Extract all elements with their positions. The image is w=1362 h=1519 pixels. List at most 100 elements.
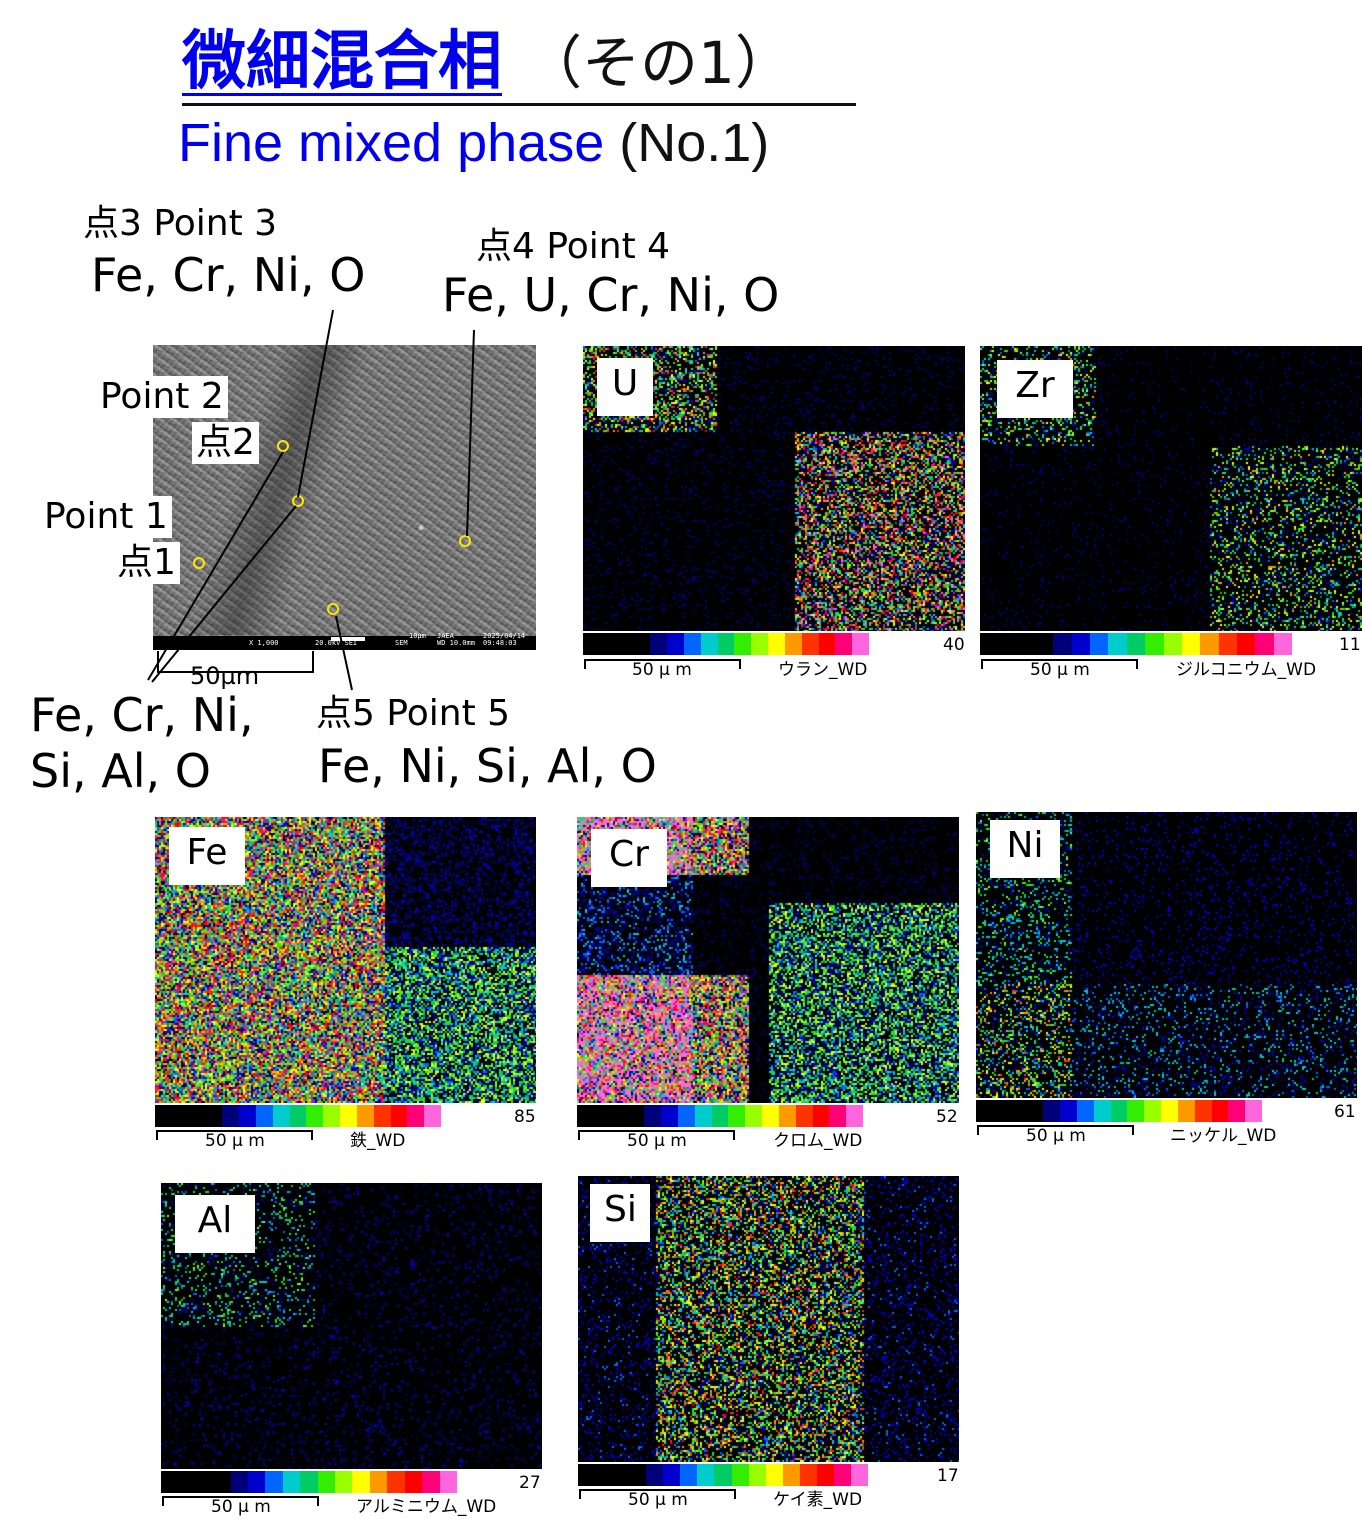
map-ni-element-tag: Ni bbox=[990, 820, 1060, 878]
colorbar-segment bbox=[782, 1464, 800, 1486]
colorbar-segment bbox=[762, 1105, 779, 1127]
colorbar-segment bbox=[765, 1464, 783, 1486]
map-u-element-tag: U bbox=[597, 358, 653, 416]
colorbar-segment bbox=[1090, 633, 1109, 655]
colorbar-segment bbox=[833, 1464, 851, 1486]
map-cr-name: クロム_WD bbox=[773, 1131, 863, 1151]
sem-scale-label: 50µm bbox=[190, 662, 260, 690]
colorbar-segment bbox=[1161, 1100, 1178, 1122]
map-al-image: Al bbox=[161, 1183, 542, 1469]
map-zr-max: 11 bbox=[1339, 635, 1361, 655]
colorbar-segment bbox=[289, 1105, 307, 1127]
colorbar-segment bbox=[799, 1464, 817, 1486]
colorbar-segment bbox=[340, 1105, 357, 1127]
colorbar-segment bbox=[1071, 633, 1091, 655]
point4-elements: Fe, U, Cr, Ni, O bbox=[442, 268, 780, 322]
colorbar-segment bbox=[667, 633, 684, 655]
map-fe-scale-label: 50 µ m bbox=[205, 1131, 265, 1151]
colorbar-segment bbox=[717, 633, 735, 655]
colorbar-segment bbox=[650, 633, 668, 655]
map-al-max: 27 bbox=[519, 1473, 541, 1493]
colorbar-segment bbox=[748, 1464, 766, 1486]
colorbar-segment bbox=[230, 1471, 249, 1493]
colorbar-segment bbox=[644, 1105, 662, 1127]
colorbar-segment bbox=[677, 1105, 695, 1127]
colorbar-segment bbox=[850, 1464, 869, 1486]
colorbar-segment bbox=[1108, 633, 1127, 655]
map-al-element-tag: Al bbox=[175, 1195, 255, 1253]
colorbar-segment bbox=[784, 633, 802, 655]
colorbar-segment bbox=[680, 1464, 698, 1486]
map-al-name: アルミニウム_WD bbox=[356, 1497, 497, 1517]
map-fe-element-tag: Fe bbox=[169, 827, 245, 885]
point1-elements-line1: Fe, Cr, Ni, bbox=[30, 688, 254, 742]
colorbar-segment bbox=[577, 1105, 645, 1127]
map-cr-colorbar bbox=[577, 1105, 864, 1127]
point3-label: 点3 Point 3 bbox=[83, 203, 278, 244]
colorbar-segment bbox=[387, 1471, 405, 1493]
colorbar-segment bbox=[352, 1471, 370, 1493]
colorbar-segment bbox=[795, 1105, 813, 1127]
colorbar-segment bbox=[663, 1464, 681, 1486]
sem-time: 09:48:03 bbox=[483, 639, 517, 647]
point2-marker bbox=[277, 440, 289, 452]
colorbar-segment bbox=[818, 633, 836, 655]
leader-point2 bbox=[147, 451, 284, 681]
map-zr-element-tag: Zr bbox=[997, 360, 1073, 418]
colorbar-segment bbox=[1043, 1100, 1061, 1122]
sem-voltage: 20.0kV SEI bbox=[315, 639, 358, 647]
map-u-scale-label: 50 µ m bbox=[632, 660, 692, 680]
sem-magnification: X 1,000 bbox=[249, 639, 279, 647]
colorbar-segment bbox=[751, 633, 769, 655]
colorbar-segment bbox=[697, 1464, 715, 1486]
colorbar-segment bbox=[407, 1105, 425, 1127]
map-si-max: 17 bbox=[937, 1466, 959, 1486]
colorbar-segment bbox=[711, 1105, 729, 1127]
colorbar-segment bbox=[1093, 1100, 1111, 1122]
point3-elements: Fe, Cr, Ni, O bbox=[91, 248, 366, 302]
colorbar-segment bbox=[980, 633, 1054, 655]
map-fe-name: 鉄_WD bbox=[350, 1131, 406, 1151]
colorbar-segment bbox=[778, 1105, 796, 1127]
sem-mode: SEM bbox=[395, 639, 408, 647]
colorbar-segment bbox=[745, 1105, 763, 1127]
colorbar-segment bbox=[272, 1105, 290, 1127]
colorbar-segment bbox=[1218, 633, 1237, 655]
colorbar-segment bbox=[1110, 1100, 1128, 1122]
colorbar-segment bbox=[1177, 1100, 1195, 1122]
colorbar-segment bbox=[1144, 1100, 1162, 1122]
map-fe-colorbar bbox=[155, 1105, 442, 1127]
point2-label-en: Point 2 bbox=[96, 376, 228, 418]
colorbar-segment bbox=[714, 1464, 732, 1486]
map-si-image: Si bbox=[578, 1176, 959, 1462]
leader-point4 bbox=[466, 329, 475, 537]
map-zr-image: Zr bbox=[980, 346, 1362, 631]
map-si-colorbar bbox=[578, 1464, 869, 1486]
colorbar-segment bbox=[728, 1105, 746, 1127]
point4-marker bbox=[459, 535, 471, 547]
sem-scale-bar bbox=[331, 637, 365, 641]
map-u-name: ウラン_WD bbox=[778, 660, 868, 680]
page-title-en-main: Fine mixed phase bbox=[178, 113, 605, 173]
colorbar-segment bbox=[1228, 1100, 1246, 1122]
map-zr-scale-bar bbox=[981, 659, 1138, 669]
colorbar-segment bbox=[1245, 1100, 1263, 1122]
map-si-element-tag: Si bbox=[590, 1184, 650, 1242]
map-al-scale-bar bbox=[162, 1496, 319, 1506]
colorbar-segment bbox=[852, 633, 870, 655]
colorbar-segment bbox=[404, 1471, 423, 1493]
map-ni-image: Ni bbox=[976, 812, 1357, 1098]
sem-org: JAEA bbox=[437, 632, 454, 640]
point2-label-jp: 点2 bbox=[192, 422, 259, 464]
map-u-image: U bbox=[583, 346, 965, 631]
map-cr-image: Cr bbox=[577, 817, 959, 1103]
colorbar-segment bbox=[439, 1471, 457, 1493]
colorbar-segment bbox=[265, 1471, 283, 1493]
point5-label: 点5 Point 5 bbox=[316, 693, 511, 734]
map-zr-scale-label: 50 µ m bbox=[1030, 660, 1090, 680]
map-cr-scale-label: 50 µ m bbox=[627, 1131, 687, 1151]
colorbar-segment bbox=[1211, 1100, 1229, 1122]
sem-date: 2025/04/14 bbox=[483, 632, 526, 640]
title-block: 微細混合相 （その1） bbox=[182, 22, 856, 106]
